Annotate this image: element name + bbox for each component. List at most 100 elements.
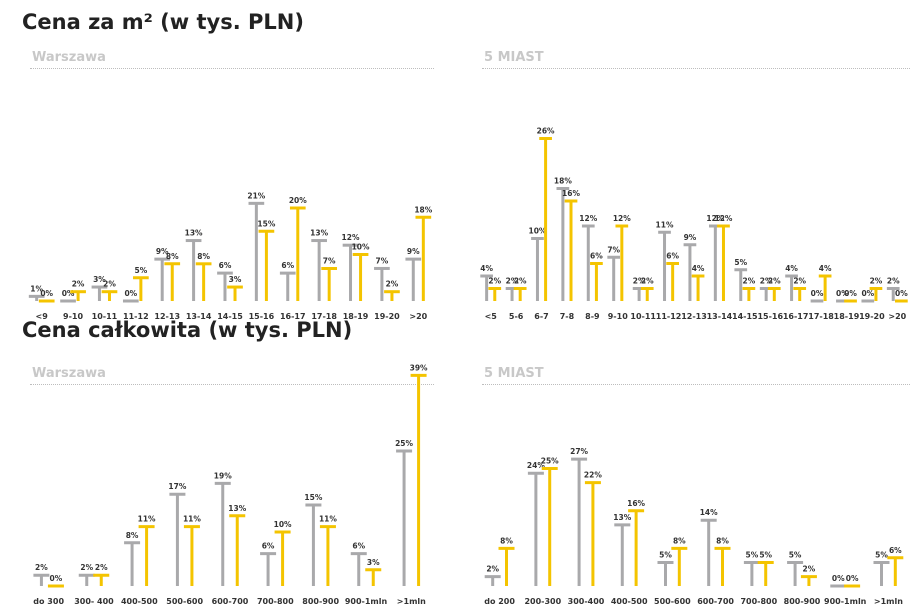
data-label: 20%: [289, 196, 307, 205]
data-label: 2%: [488, 277, 501, 286]
data-label: 25%: [541, 457, 559, 466]
data-label: 6%: [590, 252, 603, 261]
data-label: 11%: [183, 515, 201, 524]
category-label: <9: [36, 312, 49, 321]
data-label: 10%: [528, 227, 546, 236]
data-label: 16%: [627, 499, 645, 508]
category-label: >20: [409, 312, 427, 321]
data-label: 19%: [214, 471, 232, 480]
data-label: 12%: [706, 214, 724, 223]
data-label: 12%: [613, 214, 631, 223]
category-label: 5-6: [509, 312, 524, 321]
data-label: 6%: [889, 546, 902, 555]
data-label: 6%: [281, 261, 294, 270]
category-label: 13-14: [186, 312, 212, 321]
data-label: 0%: [846, 574, 859, 583]
data-label: 5%: [759, 551, 772, 560]
data-label: 2%: [506, 277, 519, 286]
category-label: 11-12: [656, 312, 682, 321]
data-label: 0%: [50, 574, 63, 583]
category-label: 800-900: [784, 597, 821, 605]
data-label: 18%: [414, 205, 432, 214]
bar-chart: 2% 8% do 200 24%25% 200-300 27% 22% 300-400 13% 1…: [484, 447, 904, 605]
category-label: 6-7: [534, 312, 548, 321]
data-label: 2%: [386, 280, 399, 289]
data-label: 24%: [527, 461, 545, 470]
data-label: 0%: [124, 289, 137, 298]
data-label: 2%: [35, 563, 48, 572]
category-label: 300- 400: [74, 597, 114, 605]
category-label: 12-13: [681, 312, 707, 321]
data-label: 0%: [40, 289, 53, 298]
data-label: 12%: [342, 233, 360, 242]
category-label: 9-10: [63, 312, 83, 321]
data-label: 2%: [803, 565, 816, 574]
data-label: 5%: [746, 551, 759, 560]
data-label: 12%: [579, 214, 597, 223]
category-label: 200-300: [524, 597, 561, 605]
data-label: 8%: [197, 252, 210, 261]
category-label: <5: [485, 312, 498, 321]
data-label: 26%: [537, 127, 555, 136]
category-label: 14-15: [732, 312, 758, 321]
category-label: >1mln: [874, 597, 903, 605]
section-title-total-price: Cena całkowita (w tys. PLN): [22, 318, 353, 342]
category-label: 700-800: [257, 597, 294, 605]
data-label: 11%: [656, 220, 674, 229]
data-label: 4%: [692, 264, 705, 273]
data-label: 9%: [684, 233, 697, 242]
category-label: 600-700: [212, 597, 249, 605]
data-label: 11%: [319, 515, 337, 524]
data-label: 0%: [62, 289, 75, 298]
category-label: 400-500: [611, 597, 648, 605]
category-label: 8-9: [585, 312, 600, 321]
data-label: 2%: [768, 277, 781, 286]
category-label: 9-10: [608, 312, 628, 321]
data-label: 2%: [760, 277, 773, 286]
data-label: 8%: [126, 531, 139, 540]
chart-title: Warszawa: [32, 366, 106, 381]
data-label: 7%: [607, 245, 620, 254]
data-label: 8%: [716, 536, 729, 545]
data-label: 25%: [395, 439, 413, 448]
data-label: 14%: [700, 508, 718, 517]
data-label: 0%: [861, 289, 874, 298]
category-label: 500-600: [654, 597, 691, 605]
data-label: 3%: [367, 558, 380, 567]
data-label: 5%: [875, 551, 888, 560]
bar-chart: 1%0%<90%2%9-103%2%10-110%5%11-129%8%12-1…: [28, 191, 433, 321]
category-label: 300-400: [568, 597, 605, 605]
category-label: 19-20: [374, 312, 400, 321]
category-label: 7-8: [560, 312, 575, 321]
chart-panel-5-miast-total: 5 MIAST 2% 8% do 200 24% 25% 200-300 27% 22% 300…: [474, 366, 910, 605]
category-label: 900-1mln: [345, 597, 388, 605]
category-label: 15-16: [757, 312, 783, 321]
data-label: 22%: [584, 471, 602, 480]
category-label: 400-500: [121, 597, 158, 605]
data-label: 7%: [376, 256, 389, 265]
data-label: 5%: [135, 266, 148, 275]
data-label: 2%: [103, 280, 116, 289]
chart-title: 5 MIAST: [484, 50, 544, 65]
data-label: 5%: [734, 258, 747, 267]
title-divider: [30, 384, 434, 385]
data-label: 0%: [836, 289, 849, 298]
data-label: 2%: [887, 277, 900, 286]
data-label: 8%: [673, 536, 686, 545]
data-label: 2%: [514, 277, 527, 286]
data-label: 10%: [274, 520, 292, 529]
category-label: do 200: [484, 597, 515, 605]
data-label: 17%: [168, 482, 186, 491]
data-label: 10%: [352, 243, 370, 252]
data-label: 3%: [93, 275, 106, 284]
data-label: 2%: [486, 565, 499, 574]
category-label: 10-11: [630, 312, 656, 321]
data-label: 13%: [228, 504, 246, 513]
chart-title: 5 MIAST: [484, 366, 544, 381]
data-label: 13%: [613, 513, 631, 522]
data-label: 6%: [666, 252, 679, 261]
category-label: do 300: [33, 597, 64, 605]
data-label: 18%: [554, 177, 572, 186]
data-label: 5%: [789, 551, 802, 560]
